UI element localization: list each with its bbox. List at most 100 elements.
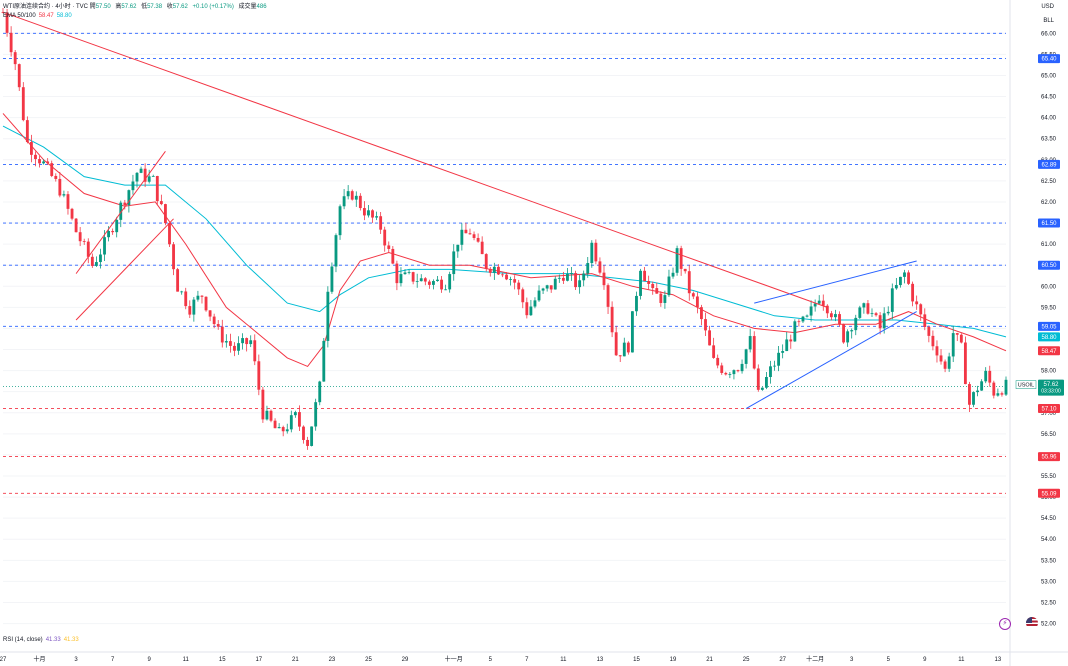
candle-body bbox=[521, 289, 525, 303]
candle-body bbox=[354, 195, 358, 200]
price-tags: 65.40 62.89 61.50 60.50 59.05 57.10 55.96 55.09… bbox=[1015, 54, 1064, 498]
lightning-icon[interactable]: ⚡ bbox=[999, 618, 1011, 630]
low-value: 57.38 bbox=[147, 4, 163, 10]
price-level-tag-text: 61.50 bbox=[1041, 221, 1057, 227]
candle-body bbox=[371, 210, 374, 218]
candle-body bbox=[756, 368, 760, 390]
ema-price-tag bbox=[1038, 332, 1060, 342]
candle-body bbox=[460, 229, 464, 245]
candle-body bbox=[651, 283, 655, 289]
candle-body bbox=[107, 230, 111, 238]
change-value: +0.10 (+0.17%) bbox=[192, 4, 234, 10]
trend-line bbox=[2, 11, 828, 308]
time-tick-label: 十二月 bbox=[806, 655, 824, 663]
candle-body bbox=[358, 195, 362, 209]
time-tick-label: 25 bbox=[743, 657, 750, 663]
candle-body bbox=[94, 262, 98, 266]
candle-body bbox=[184, 291, 188, 307]
candle-body bbox=[854, 317, 858, 331]
candle-body bbox=[988, 370, 992, 383]
candle-body bbox=[716, 357, 720, 366]
candle-body bbox=[919, 304, 923, 315]
price-tick-label: 60.00 bbox=[1041, 284, 1057, 290]
candle-body bbox=[387, 245, 391, 249]
candle-body bbox=[630, 311, 634, 353]
candle-body bbox=[492, 266, 496, 273]
candle-body bbox=[164, 204, 167, 224]
horizontal-levels[interactable] bbox=[3, 32, 1006, 494]
price-level-tag-text: 55.96 bbox=[1041, 455, 1057, 461]
candle-body bbox=[379, 216, 383, 230]
candle-body bbox=[289, 415, 293, 430]
candle-body bbox=[537, 290, 541, 301]
trend-lines[interactable] bbox=[2, 11, 917, 409]
candle-body bbox=[302, 426, 305, 440]
time-tick-label: 9 bbox=[923, 657, 927, 663]
unit-label[interactable]: BLL bbox=[1043, 18, 1054, 24]
candle-body bbox=[639, 270, 642, 296]
price-level-tag bbox=[1038, 260, 1060, 270]
price-tick-label: 61.00 bbox=[1041, 242, 1057, 248]
candle-body bbox=[66, 194, 70, 209]
currency-label[interactable]: USD bbox=[1041, 4, 1054, 10]
symbol-title[interactable]: WTI原油连续合约 · 4小时 · TVC bbox=[3, 4, 88, 10]
candle-body bbox=[578, 280, 582, 288]
candlesticks[interactable] bbox=[1, 7, 1008, 450]
candle-body bbox=[34, 154, 37, 160]
candle-body bbox=[82, 241, 86, 242]
rsi-label: RSI (14, close) bbox=[3, 637, 43, 643]
candle-body bbox=[691, 293, 695, 297]
us-flag-icon[interactable] bbox=[1026, 617, 1038, 629]
time-tick-label: 11 bbox=[183, 657, 190, 663]
candle-body bbox=[78, 232, 82, 242]
candle-body bbox=[882, 313, 886, 329]
candle-body bbox=[594, 242, 598, 262]
price-level-tag bbox=[1038, 54, 1060, 64]
candle-body bbox=[212, 316, 216, 325]
candle-body bbox=[505, 274, 508, 280]
candle-body bbox=[947, 356, 951, 369]
candle-body bbox=[907, 272, 910, 284]
candle-body bbox=[456, 244, 460, 252]
candle-body bbox=[269, 410, 273, 421]
candle-body bbox=[777, 352, 781, 366]
candle-body bbox=[549, 285, 553, 290]
candle-body bbox=[679, 248, 683, 269]
candle-body bbox=[168, 223, 171, 245]
candle-body bbox=[224, 341, 228, 343]
candle-body bbox=[233, 345, 236, 351]
candle-body bbox=[115, 219, 119, 233]
candle-body bbox=[452, 251, 456, 275]
candle-body bbox=[825, 305, 829, 314]
volume-value: 486 bbox=[256, 4, 267, 10]
time-tick-label: 17 bbox=[255, 657, 262, 663]
candle-body bbox=[541, 288, 545, 291]
time-axis[interactable]: 27 十月 3 7 9 11 15 17 21 23 25 29 十一月 5 7 11 13 15 19 21 25 27… bbox=[0, 651, 1068, 663]
ema-legend[interactable]: EMA 50/100 58.47 58.80 bbox=[3, 12, 72, 21]
time-tick-label: 25 bbox=[365, 657, 372, 663]
candle-body bbox=[894, 285, 898, 289]
candle-body bbox=[464, 229, 468, 234]
price-level-tag bbox=[1038, 218, 1060, 228]
candle-body bbox=[180, 291, 184, 293]
candle-body bbox=[939, 355, 943, 362]
ema-lines bbox=[2, 113, 1007, 368]
close-label: 收 bbox=[166, 4, 173, 10]
candle-body bbox=[261, 389, 265, 420]
price-tick-label: 66.00 bbox=[1041, 31, 1057, 37]
candle-body bbox=[890, 288, 894, 312]
candle-body bbox=[411, 272, 415, 282]
price-tick-label: 62.00 bbox=[1041, 200, 1057, 206]
candle-body bbox=[415, 281, 419, 282]
candle-body bbox=[237, 343, 240, 351]
high-value: 57.62 bbox=[121, 4, 137, 10]
candle-body bbox=[769, 366, 772, 378]
candle-body bbox=[614, 332, 618, 356]
candle-body bbox=[602, 272, 606, 286]
candle-body bbox=[553, 278, 557, 290]
rsi-legend[interactable]: RSI (14, close) 41.33 41.33 bbox=[3, 636, 79, 645]
candle-body bbox=[21, 87, 25, 121]
candle-body bbox=[773, 365, 776, 367]
ema-price-tag-text: 58.80 bbox=[1041, 335, 1057, 341]
